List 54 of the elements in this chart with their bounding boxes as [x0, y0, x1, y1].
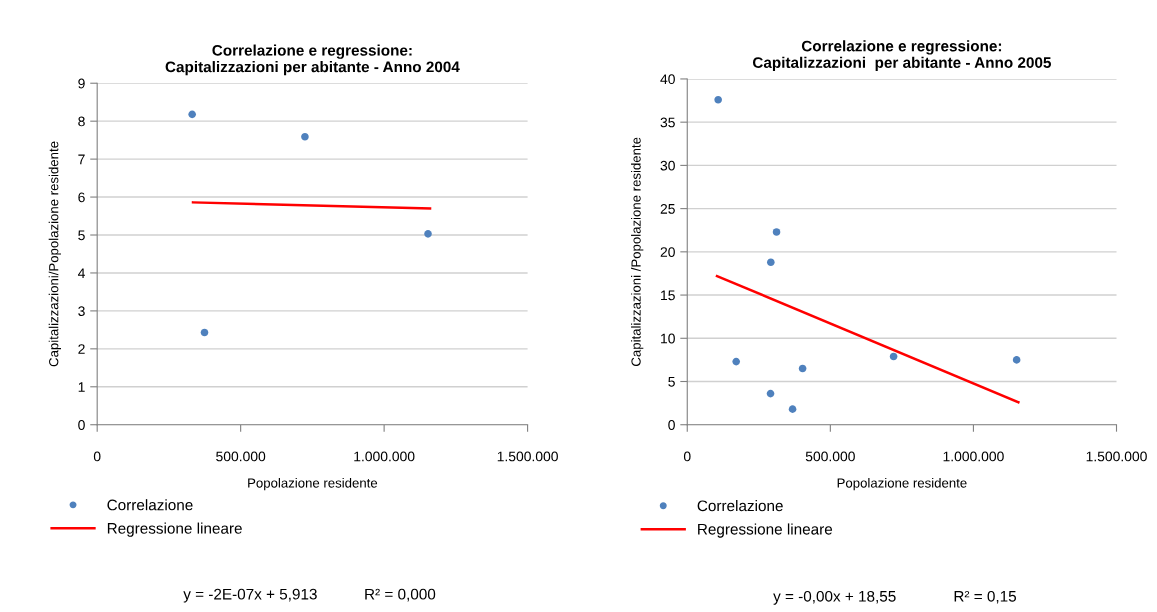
- point: [798, 364, 807, 373]
- point: [772, 228, 781, 236]
- x-tick-label: 1.000.000: [943, 451, 1004, 462]
- y-tick-label: 15: [661, 290, 675, 301]
- point: [766, 389, 775, 398]
- y-axis-title: Capitalizzazioni /Popolazione residente: [631, 137, 644, 366]
- y-tick-label: 0: [78, 420, 85, 430]
- legend-label: Correlazione: [697, 500, 783, 512]
- y-tick-label: 30: [660, 160, 675, 171]
- y-tick-label: 8: [78, 116, 85, 127]
- x-tick-label: 1.500.000: [1086, 451, 1147, 462]
- legend-label: Regressione lineare: [107, 522, 242, 537]
- text: R² = 0,000: [365, 588, 436, 602]
- x-tick-label: 1.000.000: [354, 451, 415, 462]
- y-tick-label: 3: [78, 306, 85, 317]
- point: [424, 230, 432, 238]
- y-axis-title: Capitalizzazioni/Popolazione residente: [48, 141, 61, 367]
- x-axis-title: Popolazione residente: [837, 477, 967, 491]
- point: [767, 258, 775, 267]
- point: [188, 110, 196, 119]
- point: [301, 132, 309, 141]
- y-tick-label: 7: [78, 154, 85, 165]
- y-tick-label: 5: [668, 376, 675, 387]
- point: [889, 352, 898, 361]
- y-tick-label: 20: [660, 247, 675, 258]
- y-tick-label: 5: [78, 230, 85, 241]
- legend-label: Correlazione: [107, 499, 193, 511]
- text: y = -0,00x + 18,55: [773, 590, 896, 605]
- y-tick-label: 9: [78, 78, 85, 89]
- chart-title: Correlazione e regressione: Capitalizzazioni per abitante - Anno 2004: [165, 44, 460, 76]
- text: y = -2E-07x + 5,913: [183, 588, 317, 603]
- y-tick-label: 10: [661, 333, 675, 344]
- y-tick-label: 0: [668, 420, 675, 430]
- y-tick-label: 40: [660, 74, 675, 85]
- x-tick-label: 1.500.000: [497, 451, 558, 462]
- y-tick-label: 25: [660, 203, 675, 214]
- point: [732, 357, 740, 366]
- x-axis-title: Popolazione residente: [248, 477, 378, 491]
- x-tick-label: 0: [683, 451, 691, 462]
- y-tick-label: 2: [78, 344, 85, 354]
- x-tick-label: 500.000: [216, 451, 266, 462]
- point: [788, 405, 797, 413]
- y-tick-label: 1: [78, 382, 85, 392]
- chart-title: Correlazione e regressione: Capitalizzazioni per abitante - Anno 2005: [752, 40, 1052, 72]
- y-tick-label: 4: [77, 268, 85, 278]
- x-tick-label: 0: [93, 451, 101, 462]
- y-tick-label: 35: [660, 117, 675, 128]
- text: R² = 0,15: [954, 590, 1017, 604]
- point: [200, 328, 209, 337]
- point: [714, 95, 722, 104]
- point: [1012, 356, 1021, 364]
- x-tick-label: 500.000: [805, 451, 855, 462]
- legend-label: Regressione lineare: [698, 523, 833, 538]
- y-tick-label: 6: [78, 192, 85, 203]
